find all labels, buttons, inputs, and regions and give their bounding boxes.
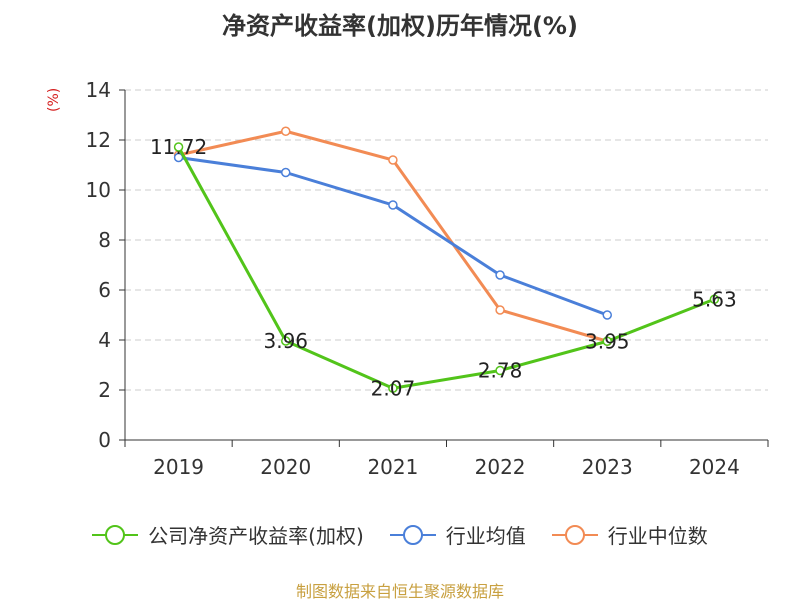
data-label: 3.95 [585,329,630,353]
data-point [495,305,505,315]
data-label: 3.96 [263,329,308,353]
data-point [281,167,291,178]
data-point [602,310,612,320]
data-point [388,200,398,210]
x-tick-label: 2019 [153,455,204,479]
y-tick-label: 4 [98,328,111,352]
legend: 公司净资产收益率(加权) 行业均值 行业中位数 [0,520,800,549]
legend-line-circle-icon [389,524,436,545]
x-tick-label: 2024 [689,455,740,479]
legend-label-industry-median: 行业中位数 [607,524,708,548]
data-source-note: 制图数据来自恒生聚源数据库 [295,582,504,601]
data-label: 5.63 [692,287,737,311]
data-label: 2.07 [371,376,416,400]
data-point [173,152,184,163]
data-point [495,270,505,280]
data-label: 2.78 [478,359,523,383]
x-tick-label: 2022 [475,455,526,479]
data-point [495,365,505,376]
data-label: 11.72 [150,135,207,159]
x-tick-label: 2023 [582,455,633,479]
data-point [602,336,612,346]
y-tick-label: 6 [98,278,111,302]
x-tick-label: 2021 [367,455,418,479]
y-tick-label: 2 [98,378,111,402]
y-tick-label: 8 [98,228,111,252]
legend-line-circle-icon [551,524,598,545]
data-point [388,383,398,393]
series-line [177,146,715,390]
y-tick-label: 12 [86,128,111,152]
legend-line-circle-icon [92,524,139,545]
data-point [173,142,184,152]
legend-label-industry-mean: 行业均值 [445,524,526,548]
y-tick-label: 10 [86,178,111,202]
legend-item-industry-mean[interactable]: 行业均值 [389,520,526,549]
data-point [709,294,720,304]
legend-item-industry-median[interactable]: 行业中位数 [551,520,708,549]
data-point [281,126,291,136]
data-point [388,155,398,165]
y-tick-label: 0 [98,428,111,452]
series-line [178,156,608,317]
chart-title: 净资产收益率(加权)历年情况(%) [222,12,578,40]
legend-item-company[interactable]: 公司净资产收益率(加权) [92,520,364,549]
data-point [281,336,291,346]
legend-label-company: 公司净资产收益率(加权) [148,524,364,548]
y-tick-label: 14 [86,78,111,102]
x-tick-label: 2020 [260,455,311,479]
